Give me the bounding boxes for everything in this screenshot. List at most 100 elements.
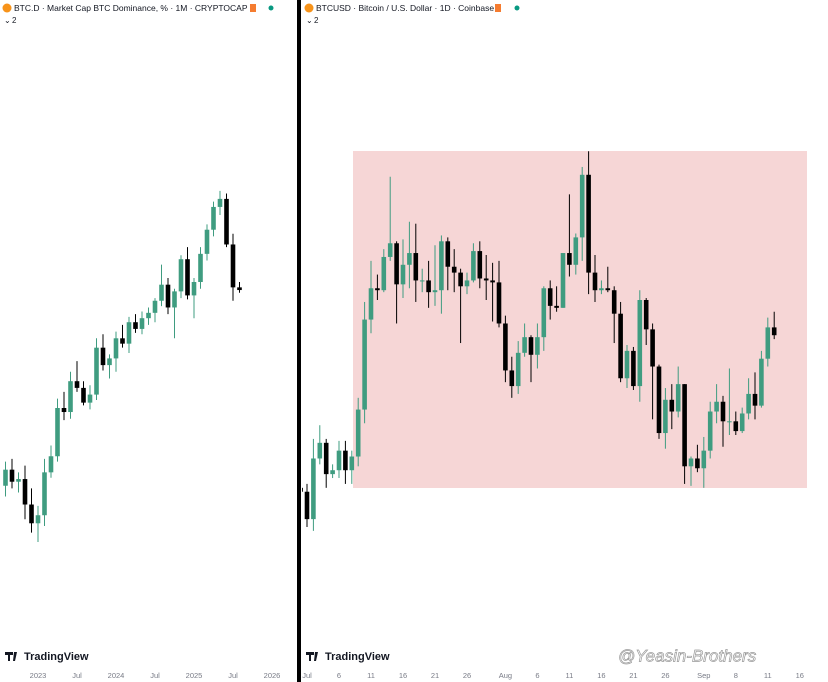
x-tick-label: 2026 xyxy=(264,671,281,680)
candle-body xyxy=(9,469,15,482)
x-tick-label: Aug xyxy=(499,671,512,680)
candle-body xyxy=(496,282,502,324)
x-tick-label: 2023 xyxy=(30,671,47,680)
x-tick-label: 8 xyxy=(734,671,738,680)
candle-body xyxy=(490,280,495,283)
candle-body xyxy=(387,243,393,257)
x-tick-label: 2024 xyxy=(108,671,125,680)
candle-body xyxy=(381,256,387,291)
candle-body xyxy=(304,491,310,520)
candle-body xyxy=(509,370,515,387)
candle-body xyxy=(522,337,527,353)
candle-body xyxy=(675,384,681,412)
candle-body xyxy=(535,337,540,355)
candle-body xyxy=(605,288,611,291)
candle-body xyxy=(771,327,777,336)
candle-body xyxy=(547,288,553,306)
candle-body xyxy=(432,290,438,293)
status-dot xyxy=(268,5,274,11)
candle-body xyxy=(445,241,451,267)
candle-body xyxy=(695,458,700,469)
candle-body xyxy=(146,312,151,319)
candle-body xyxy=(407,253,412,265)
candle-body xyxy=(426,280,431,293)
candle-body xyxy=(599,288,604,291)
candle-body xyxy=(349,456,355,471)
pane-count: 2 xyxy=(12,16,17,25)
candle-body xyxy=(759,358,764,406)
candle-body xyxy=(573,237,579,265)
candle-body xyxy=(139,318,145,329)
candle-body xyxy=(637,300,643,387)
candle-body xyxy=(302,487,303,492)
x-tick-label: 21 xyxy=(629,671,637,680)
candle-body xyxy=(714,401,719,412)
candle-body xyxy=(55,408,60,457)
flag-icon xyxy=(495,4,501,12)
candle-body xyxy=(746,393,751,414)
branding: TradingView xyxy=(325,651,390,663)
candle-body xyxy=(120,338,125,344)
candle-body xyxy=(211,206,216,230)
candle-body xyxy=(217,198,223,207)
candle-body xyxy=(592,272,598,291)
candle-body xyxy=(224,198,229,245)
x-tick-label: 6 xyxy=(337,671,341,680)
divider xyxy=(297,0,301,682)
candle-body xyxy=(439,241,444,291)
candle-body xyxy=(94,347,99,395)
left-chart xyxy=(3,190,242,543)
candle-body xyxy=(650,329,655,367)
logo-mark xyxy=(306,652,318,661)
symbol-icon xyxy=(304,3,314,13)
candle-body xyxy=(74,381,80,388)
symbol-icon xyxy=(2,3,12,13)
candle-body xyxy=(230,244,236,288)
candle-body xyxy=(682,384,687,467)
candle-body xyxy=(624,350,630,379)
candle-body xyxy=(126,322,132,344)
candle-body xyxy=(458,272,463,287)
candle-body xyxy=(29,504,34,524)
candle-body xyxy=(323,442,329,475)
candle-body xyxy=(611,290,617,314)
candle-body xyxy=(35,515,41,524)
status-dot xyxy=(514,5,520,11)
candle-body xyxy=(541,288,547,338)
x-tick-label: 11 xyxy=(566,671,574,680)
candle-body xyxy=(375,288,380,291)
candle-body xyxy=(554,305,559,308)
x-tick-label: Jul xyxy=(228,671,238,680)
candle-body xyxy=(336,450,342,471)
candle-body xyxy=(733,421,739,432)
candle-body xyxy=(413,253,419,281)
x-tick-label: 6 xyxy=(535,671,539,680)
watermark: @Yeasin-Brothers xyxy=(618,646,757,665)
candle-body xyxy=(16,479,21,482)
branding: TradingView xyxy=(24,651,89,663)
candle-body xyxy=(107,358,112,366)
candle-body xyxy=(368,288,374,320)
candle-body xyxy=(133,322,138,329)
chart-title: BTCUSD · Bitcoin / U.S. Dollar · 1D · Co… xyxy=(316,3,494,13)
candle-body xyxy=(477,251,483,279)
candle-body xyxy=(159,284,164,301)
candle-body xyxy=(765,327,771,359)
x-tick-label: 16 xyxy=(597,671,605,680)
candle-body xyxy=(528,337,534,355)
candle-body xyxy=(362,319,367,410)
candle-body xyxy=(152,300,158,313)
candle-body xyxy=(471,251,476,281)
candle-body xyxy=(3,469,8,486)
candle-body xyxy=(419,280,425,282)
collapse-arrow[interactable]: ⌄ xyxy=(4,16,11,25)
collapse-arrow[interactable]: ⌄ xyxy=(306,16,313,25)
x-tick-label: Sep xyxy=(697,671,710,680)
candle-body xyxy=(204,229,210,254)
candle-body xyxy=(586,174,591,273)
candle-body xyxy=(720,401,726,422)
candle-body xyxy=(515,352,521,387)
x-tick-label: Jul xyxy=(150,671,160,680)
candle-body xyxy=(185,259,190,296)
